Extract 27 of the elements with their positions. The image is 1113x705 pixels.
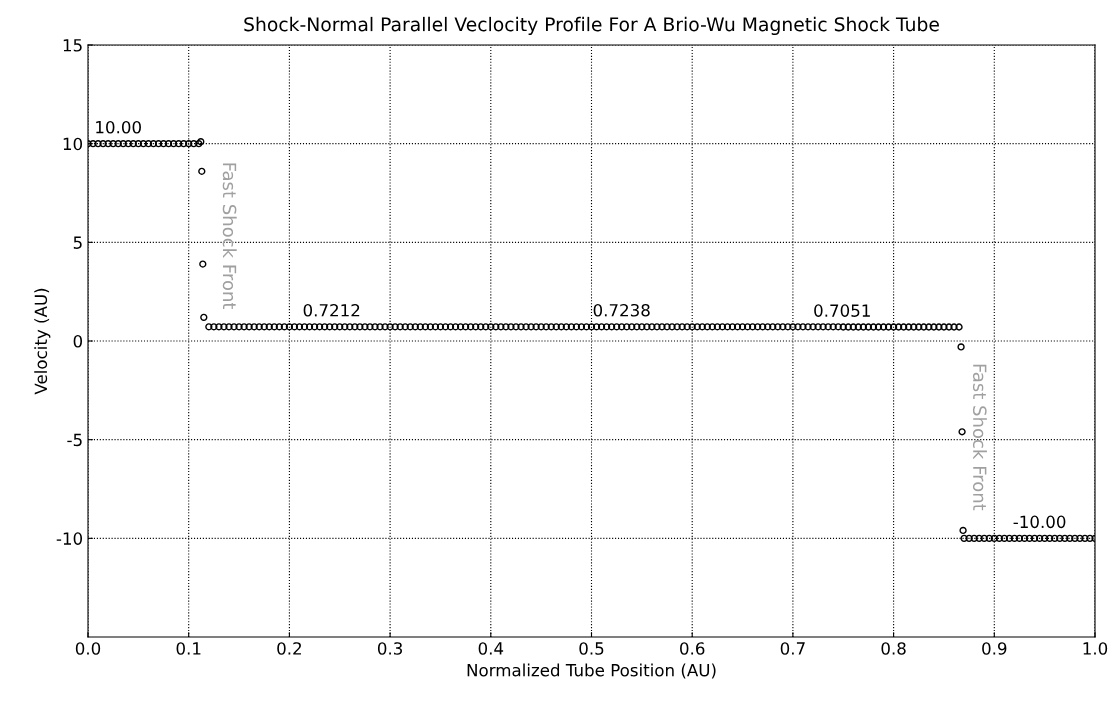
x-tick-label: 0.1 (176, 642, 201, 655)
annotation: 0.7212 (303, 303, 360, 317)
annotation: 10.00 (96, 120, 141, 134)
annotation: 0.7051 (814, 304, 870, 317)
y-tick-label: 10 (63, 137, 83, 151)
x-tick-label: 0.3 (377, 642, 403, 655)
chart-title: Shock-Normal Parallel Veclocity Profile For A Brio-Wu Magnetic Shock Tube (244, 16, 939, 36)
annotation: 0.7238 (593, 303, 650, 317)
y-tick-label: -5 (67, 433, 82, 447)
x-tick-label: 0.9 (982, 642, 1007, 655)
y-tick-label: 15 (63, 39, 82, 52)
x-axis-title: Normalized Tube Position (AU) (467, 663, 716, 679)
x-tick-label: 1.0 (1083, 642, 1108, 655)
x-tick-label: 0.5 (579, 642, 604, 655)
annotation: Fast Shock Front (222, 163, 237, 310)
x-tick-label: 0.7 (780, 642, 805, 655)
annotation: Fast Shock Front (972, 364, 987, 511)
x-tick-label: 0.8 (881, 642, 906, 655)
x-tick-label: 0.6 (680, 642, 705, 655)
y-axis-title: Velocity (AU) (34, 288, 51, 395)
x-tick-label: 0.2 (277, 642, 301, 655)
y-tick-label: -10 (56, 532, 83, 545)
x-tick-label: 0.4 (478, 642, 504, 655)
x-tick-label: 0.0 (75, 642, 101, 655)
annotation: -10.00 (1013, 515, 1066, 529)
y-tick-label: 5 (73, 236, 82, 249)
y-tick-label: 0 (73, 334, 83, 348)
